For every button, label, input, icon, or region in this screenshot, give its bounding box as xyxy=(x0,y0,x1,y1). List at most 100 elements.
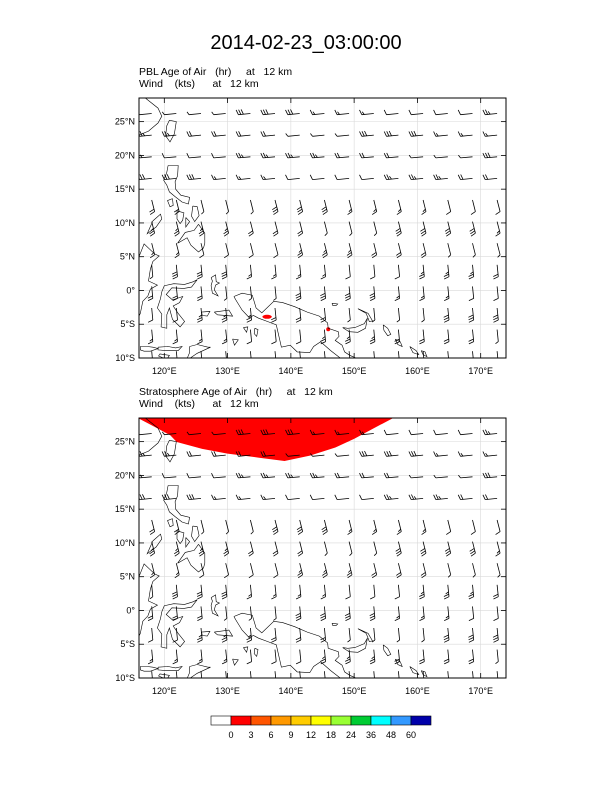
wind-barb-feather xyxy=(361,111,365,115)
wind-barb-feather xyxy=(364,450,368,456)
wind-barb-feather xyxy=(421,232,427,237)
wind-barb-feather xyxy=(271,681,276,683)
wind-barb-feather xyxy=(421,552,427,557)
wind-barb-shaft xyxy=(496,286,499,299)
wind-barb-feather xyxy=(320,317,326,321)
wind-barb-feather xyxy=(324,232,328,236)
wind-barb-shaft xyxy=(189,498,202,500)
wind-barb-feather xyxy=(272,550,278,555)
wind-barb-shaft xyxy=(324,329,326,342)
wind-barb-feather xyxy=(470,232,476,237)
wind-barb-feather xyxy=(197,683,202,685)
wind-barb-feather xyxy=(248,314,252,318)
wind-barb-shaft xyxy=(200,351,203,358)
wind-barb-feather xyxy=(383,131,387,137)
wind-barb-feather xyxy=(468,658,474,662)
colorbar: 0 3 6 9 12 18 24 36 48 60 xyxy=(210,715,432,740)
wind-barb-shaft xyxy=(435,113,448,116)
wind-barb-feather xyxy=(444,548,450,552)
wind-barb-feather xyxy=(468,593,474,597)
wind-barb-shaft xyxy=(496,563,501,575)
coastline xyxy=(201,631,211,637)
wind-barb-shaft xyxy=(348,243,353,255)
wind-barb-shaft xyxy=(398,351,400,358)
wind-barb-shaft xyxy=(472,329,475,342)
wind-barb-shaft xyxy=(472,199,476,212)
wind-barb-feather xyxy=(175,548,179,552)
wind-barb-shaft xyxy=(238,113,251,116)
wind-barb-feather xyxy=(482,451,486,457)
wind-barb-feather xyxy=(493,596,499,600)
wind-barb-feather xyxy=(211,494,215,500)
coastline xyxy=(146,213,163,235)
wind-barb-shaft xyxy=(324,243,328,255)
wind-barb-feather xyxy=(396,252,401,256)
wind-barb-feather xyxy=(443,338,449,342)
wind-barb-feather xyxy=(198,230,204,235)
wind-barb-shaft xyxy=(348,199,353,212)
wind-barb-shaft xyxy=(200,221,205,234)
wind-barb-shaft xyxy=(361,134,374,137)
wind-barb-feather xyxy=(433,154,437,159)
wind-barb-shaft xyxy=(213,156,226,159)
x-tick-label: 170°E xyxy=(468,686,493,696)
wind-barb-feather xyxy=(310,453,313,457)
wind-barb-feather xyxy=(248,230,253,235)
y-tick-label: 0° xyxy=(126,605,135,615)
wind-barb-feather xyxy=(320,298,326,301)
wind-barb-feather xyxy=(260,174,264,180)
wind-barb-feather xyxy=(295,319,302,323)
wind-barb-shaft xyxy=(324,627,326,641)
wind-barb-feather xyxy=(496,230,500,234)
wind-barb-feather xyxy=(262,429,266,435)
wind-barb-feather xyxy=(197,273,203,277)
wind-barb-feather xyxy=(260,109,264,115)
wind-barb-feather xyxy=(271,317,277,321)
wind-barb-shaft xyxy=(348,606,351,619)
wind-barb-shaft xyxy=(496,541,501,554)
panel2-wind-barbs xyxy=(139,429,501,685)
wind-barb-shaft xyxy=(175,563,180,575)
wind-barb-feather xyxy=(198,338,203,342)
wind-barb-feather xyxy=(359,131,363,137)
wind-barb-feather xyxy=(419,596,425,600)
coastline xyxy=(187,664,211,678)
wind-barb-feather xyxy=(235,131,239,137)
wind-barb-shaft xyxy=(299,671,301,678)
wind-barb-feather xyxy=(347,681,350,683)
wind-barb-shaft xyxy=(164,178,177,180)
wind-barb-feather xyxy=(320,319,326,323)
y-tick-label: 20°N xyxy=(115,470,135,480)
wind-barb-feather xyxy=(420,550,426,555)
wind-barb-feather xyxy=(413,496,417,500)
wind-barb-feather xyxy=(444,681,449,683)
wind-barb-feather xyxy=(444,683,449,685)
wind-barb-feather xyxy=(444,276,450,280)
wind-barb-feather xyxy=(290,474,294,478)
wind-barb-shaft xyxy=(139,476,152,479)
wind-barb-feather xyxy=(235,451,239,457)
wind-barb-feather xyxy=(221,593,227,597)
wind-barb-feather xyxy=(346,252,352,256)
y-tick-label: 5°S xyxy=(120,639,135,649)
wind-barb-feather xyxy=(297,232,303,237)
wind-barb-feather xyxy=(322,528,327,533)
wind-barb-feather xyxy=(421,574,427,579)
wind-barb-shaft xyxy=(200,199,205,212)
coastline xyxy=(382,644,392,657)
wind-barb-shaft xyxy=(175,221,180,234)
wind-barb-feather xyxy=(447,574,451,578)
wind-barb-feather xyxy=(139,131,143,137)
wind-barb-feather xyxy=(248,552,254,557)
wind-barb-shaft xyxy=(435,498,448,500)
wind-barb-feather xyxy=(223,230,229,235)
wind-barb-feather xyxy=(314,154,318,158)
wind-barb-feather xyxy=(444,298,450,301)
wind-barb-shaft xyxy=(250,541,254,554)
wind-barb-shaft xyxy=(151,264,154,277)
wind-barb-shaft xyxy=(299,606,302,619)
wind-barb-feather xyxy=(197,615,203,619)
wind-barb-shaft xyxy=(151,199,155,212)
wind-barb-feather xyxy=(348,528,352,532)
wind-barb-feather xyxy=(198,658,203,662)
